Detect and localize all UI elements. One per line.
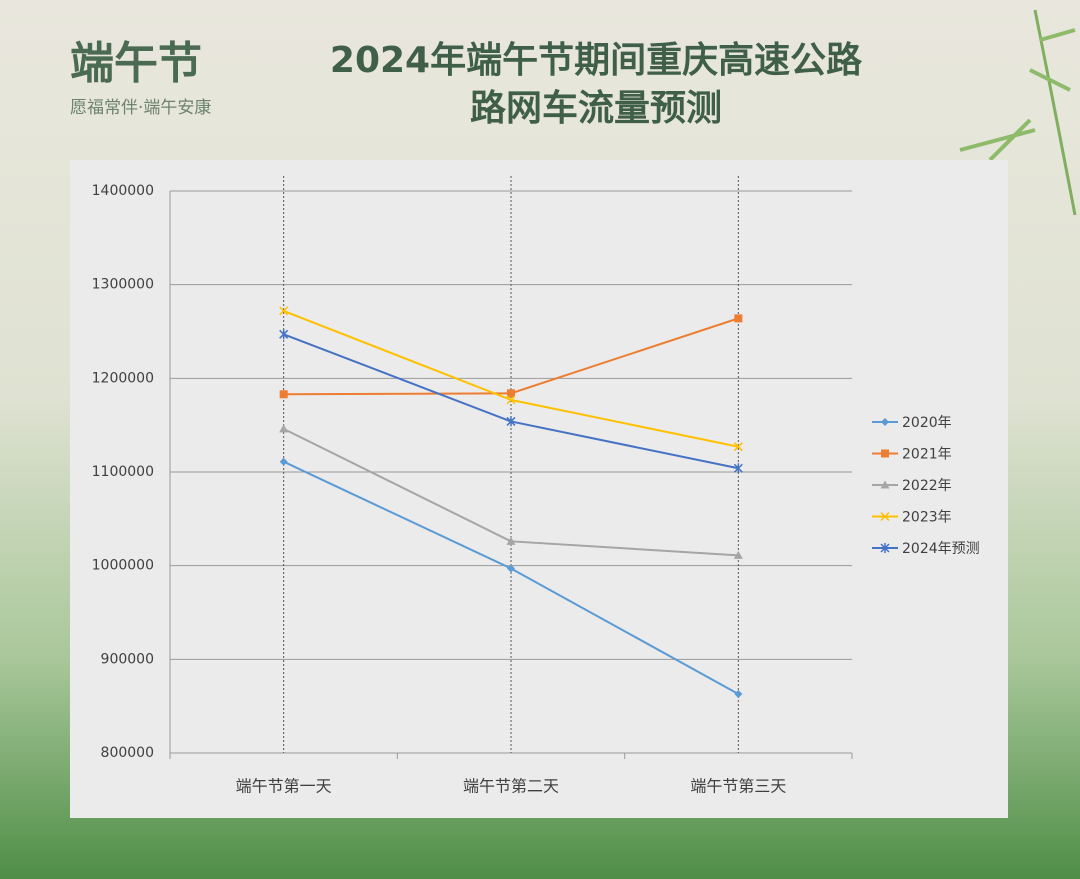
marker xyxy=(506,395,516,405)
legend-label: 2023年 xyxy=(902,510,952,526)
legend-label: 2020年 xyxy=(902,415,952,431)
x-tick-label: 端午节第二天 xyxy=(463,777,559,796)
marker xyxy=(734,314,743,323)
legend-label: 2022年 xyxy=(902,478,952,494)
x-tick-label: 端午节第一天 xyxy=(236,777,332,796)
brand: 端午节 xyxy=(70,38,202,89)
marker xyxy=(279,457,288,466)
chart-panel xyxy=(70,160,1008,818)
tagline: 愿福常伴·端午安康 xyxy=(70,98,211,118)
legend-label: 2021年 xyxy=(902,447,952,463)
legend-marker xyxy=(880,480,890,489)
marker xyxy=(733,442,743,452)
marker xyxy=(279,390,288,399)
marker xyxy=(507,389,515,398)
marker xyxy=(734,689,743,698)
legend-marker xyxy=(881,418,889,426)
y-tick-label: 1300000 xyxy=(92,277,154,293)
y-tick-label: 1200000 xyxy=(92,370,154,386)
legend-label: 2024年预测 xyxy=(902,541,980,557)
marker xyxy=(733,463,743,474)
legend-marker xyxy=(880,511,890,522)
x-tick-label: 端午节第三天 xyxy=(690,777,786,796)
legend-marker xyxy=(880,543,890,553)
chart-title: 路网车流量预测 xyxy=(470,88,722,129)
y-tick-label: 1100000 xyxy=(92,464,154,480)
marker xyxy=(733,550,743,559)
y-tick-label: 1000000 xyxy=(92,558,154,574)
chart-title: 2024年端午节期间重庆高速公路 xyxy=(330,40,863,81)
y-tick-label: 800000 xyxy=(101,745,154,761)
y-tick-label: 900000 xyxy=(101,651,154,667)
marker xyxy=(279,306,289,316)
legend-marker xyxy=(881,449,889,458)
marker xyxy=(279,329,289,340)
marker xyxy=(506,416,516,427)
bamboo-decoration xyxy=(959,9,1077,216)
marker xyxy=(507,564,515,573)
marker xyxy=(506,536,516,545)
plot: 800000 900000 1000000 1100000 1200000 1300000… xyxy=(92,176,980,796)
y-tick-label: 1400000 xyxy=(92,183,154,199)
marker xyxy=(279,424,289,433)
